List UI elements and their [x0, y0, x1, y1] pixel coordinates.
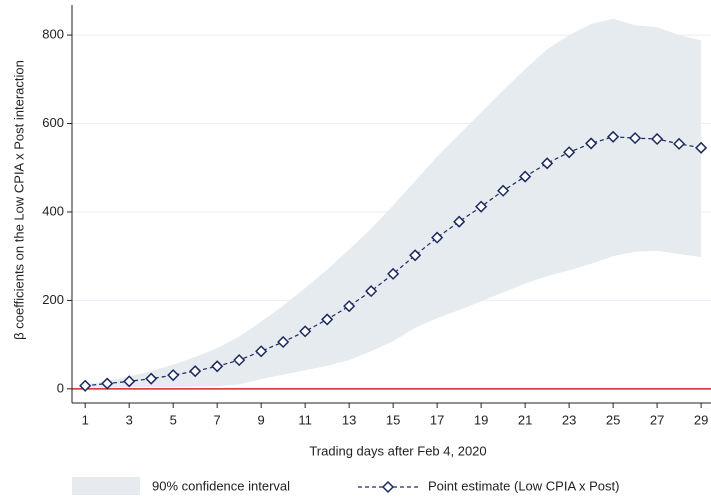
x-tick-label: 9	[258, 412, 265, 427]
legend-marker	[381, 480, 395, 494]
point-marker	[189, 365, 202, 378]
point-marker	[387, 267, 400, 280]
point-marker	[321, 313, 334, 326]
point-marker	[607, 130, 620, 143]
point-marker	[651, 132, 664, 146]
point-marker	[519, 170, 532, 183]
point-marker	[475, 200, 488, 213]
point-marker	[123, 375, 136, 388]
y-tick-label: 600	[42, 115, 64, 130]
point-marker	[453, 215, 466, 228]
point-marker	[277, 335, 290, 349]
point-marker	[563, 146, 576, 159]
point-marker	[145, 372, 158, 385]
confidence-band	[85, 18, 702, 388]
x-tick-label: 15	[386, 412, 400, 427]
point-marker	[299, 325, 312, 338]
point-marker	[431, 231, 444, 244]
x-tick-label: 7	[214, 412, 221, 427]
x-axis-title: Trading days after Feb 4, 2020	[309, 443, 486, 458]
y-tick-label: 800	[42, 27, 64, 42]
point-marker	[211, 360, 224, 373]
y-axis-title: β coefficients on the Low CPIA x Post in…	[11, 60, 26, 340]
x-tick-label: 29	[694, 412, 708, 427]
point-marker	[365, 285, 378, 298]
legend-label: Point estimate (Low CPIA x Post)	[428, 478, 619, 493]
point-marker	[233, 354, 246, 367]
legend-swatch	[72, 477, 140, 495]
x-tick-label: 27	[650, 412, 664, 427]
point-marker	[101, 377, 114, 390]
y-tick-label: 200	[42, 292, 64, 307]
x-tick-label: 25	[606, 412, 620, 427]
y-tick-label: 0	[57, 380, 64, 395]
x-tick-label: 23	[562, 412, 576, 427]
point-marker	[79, 379, 92, 392]
legend-label: 90% confidence interval	[152, 478, 290, 493]
x-tick-label: 21	[518, 412, 532, 427]
point-marker	[629, 132, 642, 145]
point-marker	[343, 300, 356, 313]
x-tick-label: 13	[342, 412, 356, 427]
x-tick-label: 1	[82, 412, 89, 427]
point-marker	[167, 369, 180, 382]
point-marker	[673, 137, 686, 150]
point-marker	[585, 137, 598, 150]
point-marker	[497, 184, 510, 197]
x-tick-label: 19	[474, 412, 488, 427]
x-tick-label: 11	[298, 412, 312, 427]
point-marker	[255, 345, 268, 358]
x-tick-label: 5	[170, 412, 177, 427]
x-tick-label: 17	[430, 412, 444, 427]
x-tick-label: 3	[126, 412, 133, 427]
point-marker	[695, 141, 708, 154]
point-marker	[409, 249, 422, 262]
point-marker	[541, 157, 554, 170]
y-tick-label: 400	[42, 203, 64, 218]
